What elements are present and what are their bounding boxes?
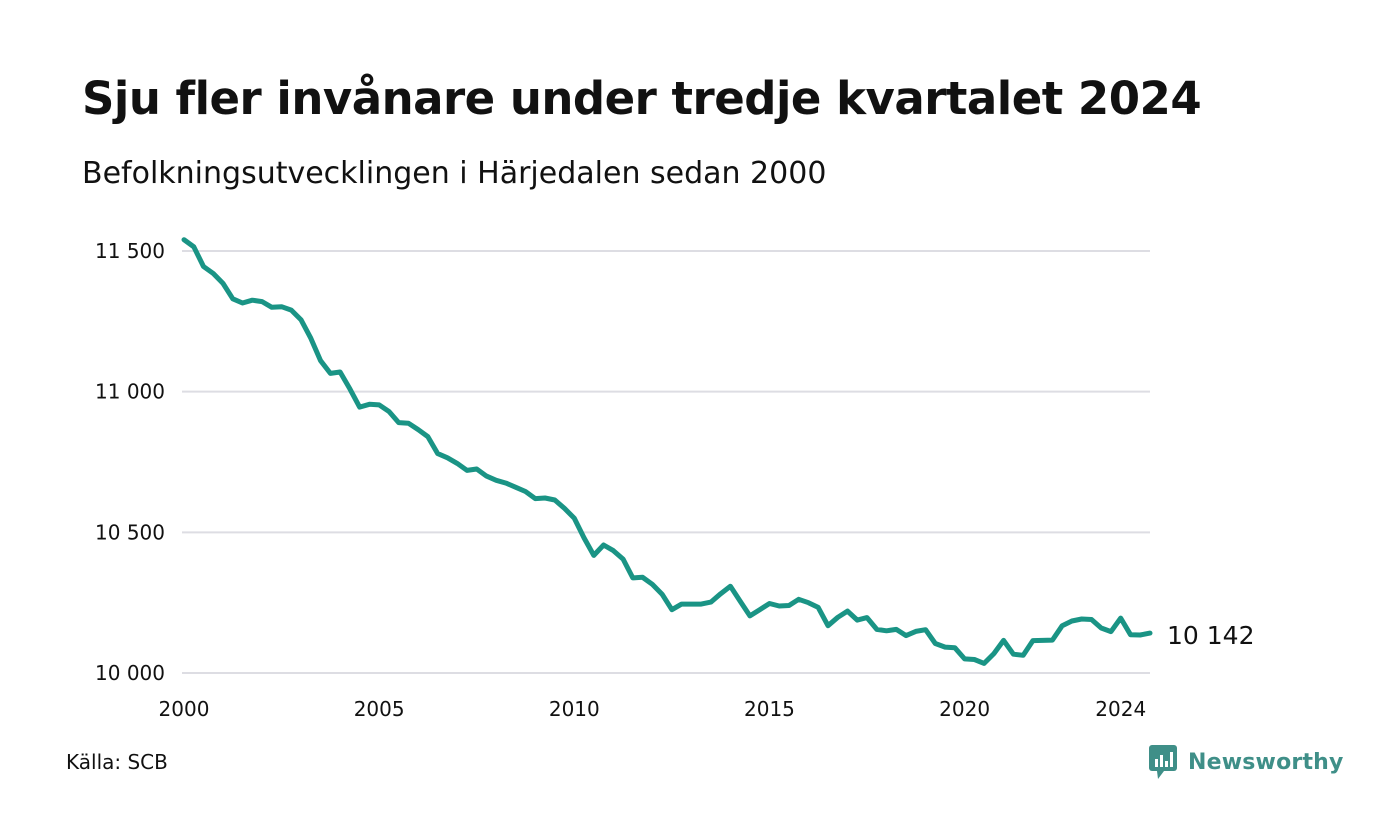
newsworthy-logo-icon [1149,745,1177,779]
y-tick-label: 10 000 [95,661,165,685]
grid-lines [182,250,1150,674]
y-axis-ticks: 10 000 10 500 11 000 11 500 [95,239,165,685]
x-tick-label: 2024 [1095,697,1146,721]
brand-name: Newsworthy [1188,749,1344,775]
x-tick-label: 2015 [744,697,795,721]
series-line [181,237,1153,666]
x-tick-label: 2020 [939,697,990,721]
y-tick-label: 11 500 [95,239,165,263]
x-tick-label: 2000 [159,697,210,721]
end-value-label: 10 142 [1167,621,1254,650]
x-tick-label: 2005 [354,697,405,721]
x-tick-label: 2010 [549,697,600,721]
x-axis-ticks: 2000 2005 2010 2015 2020 2024 [159,697,1147,721]
chart-title: Sju fler invånare under tredje kvartalet… [82,72,1202,125]
brand-logo: Newsworthy [1148,744,1344,780]
chart-subtitle: Befolkningsutvecklingen i Härjedalen sed… [82,156,827,191]
source-note: Källa: SCB [66,750,168,774]
y-tick-label: 10 500 [95,520,165,544]
y-tick-label: 11 000 [95,380,165,404]
